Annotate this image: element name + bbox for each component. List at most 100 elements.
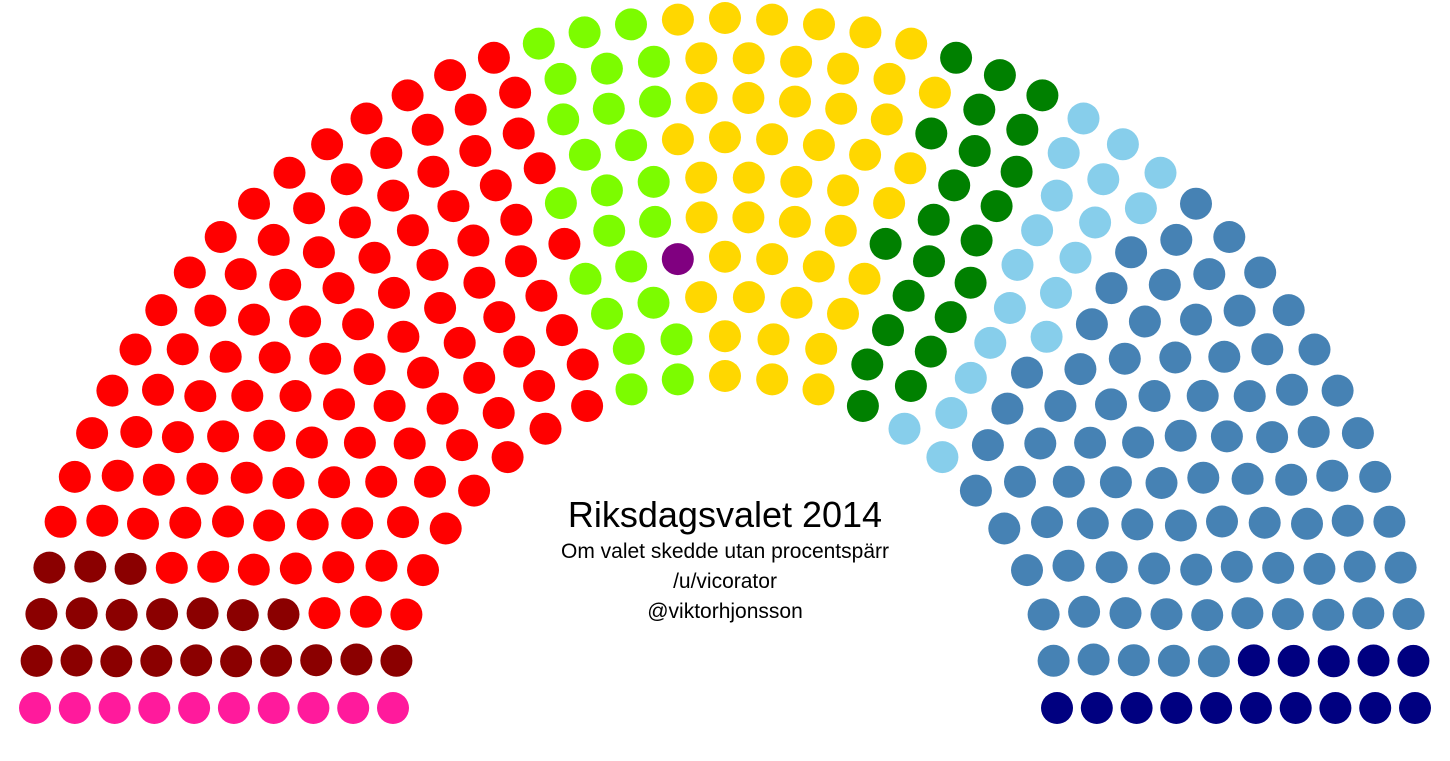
- seat: [237, 553, 270, 586]
- seat: [756, 363, 789, 396]
- seat: [894, 152, 927, 185]
- seat: [309, 342, 342, 375]
- seat: [1006, 113, 1039, 146]
- seat: [1027, 598, 1060, 631]
- seat: [592, 92, 625, 125]
- seat: [224, 258, 257, 291]
- seat: [1150, 598, 1183, 631]
- seat: [1180, 303, 1212, 336]
- seat: [98, 692, 131, 724]
- seat: [1312, 598, 1345, 631]
- seat: [732, 281, 765, 314]
- seat: [1068, 595, 1101, 628]
- annotation: /u/vicorator: [673, 570, 777, 593]
- seat: [257, 223, 290, 256]
- seat: [780, 45, 813, 78]
- seat: [590, 52, 623, 85]
- seat: [709, 320, 741, 353]
- seat: [940, 41, 973, 74]
- seat: [1316, 459, 1349, 492]
- seat: [437, 190, 470, 223]
- seat: [637, 286, 670, 319]
- seat: [19, 692, 51, 724]
- seat: [370, 137, 403, 169]
- seat: [612, 332, 645, 365]
- seat: [76, 417, 109, 450]
- seat: [1109, 597, 1142, 630]
- seat: [253, 419, 286, 452]
- seat: [101, 459, 134, 492]
- seat: [353, 353, 386, 386]
- seat: [417, 155, 450, 188]
- seat: [661, 363, 694, 396]
- seat: [429, 512, 462, 545]
- seat: [1075, 308, 1108, 341]
- seat: [1271, 598, 1304, 631]
- seat: [1026, 79, 1059, 112]
- seat: [615, 8, 647, 41]
- seat: [295, 426, 328, 459]
- seat: [1303, 552, 1336, 585]
- seat: [779, 85, 811, 118]
- seat: [380, 644, 413, 677]
- seat: [1210, 420, 1243, 453]
- seat: [1138, 380, 1171, 412]
- seat: [1124, 192, 1157, 225]
- seat: [396, 214, 429, 247]
- seat: [279, 380, 312, 412]
- seat: [1148, 268, 1181, 301]
- seat: [322, 272, 355, 305]
- seat: [1077, 643, 1110, 676]
- seat: [454, 93, 487, 126]
- seat: [100, 645, 133, 678]
- seat: [1319, 692, 1352, 724]
- seat: [959, 474, 992, 507]
- seat: [500, 203, 533, 236]
- seat: [568, 138, 601, 171]
- seat: [848, 262, 881, 295]
- seat: [407, 356, 439, 389]
- seat: [373, 390, 406, 422]
- seat: [1237, 644, 1270, 677]
- seat: [685, 42, 718, 75]
- seat: [685, 281, 718, 314]
- seat: [1044, 390, 1077, 422]
- seat: [954, 266, 987, 299]
- seat: [1117, 644, 1150, 677]
- seat: [197, 550, 230, 583]
- seat: [1041, 692, 1073, 724]
- seat: [980, 190, 1013, 223]
- seat: [593, 214, 626, 247]
- seat: [913, 245, 945, 278]
- seat: [483, 301, 516, 334]
- seat: [960, 224, 993, 257]
- seat: [1186, 379, 1219, 412]
- seat: [709, 240, 741, 273]
- seat: [1256, 421, 1289, 454]
- seat: [74, 550, 107, 583]
- seat: [86, 504, 119, 537]
- seat: [330, 163, 363, 196]
- seat: [914, 335, 947, 368]
- seat: [1160, 223, 1193, 256]
- seat: [523, 152, 556, 185]
- seat: [872, 314, 904, 347]
- seat: [1040, 179, 1073, 212]
- seat: [637, 165, 670, 198]
- seat: [1040, 276, 1072, 309]
- seat: [58, 460, 91, 493]
- seat: [1191, 599, 1224, 632]
- seat: [1011, 356, 1043, 389]
- seat: [548, 227, 581, 260]
- seat: [1359, 460, 1392, 493]
- seat: [661, 3, 694, 36]
- seat: [155, 551, 188, 584]
- seat: [802, 129, 835, 162]
- seat: [1076, 507, 1109, 540]
- seat: [566, 348, 599, 381]
- seat: [238, 303, 270, 336]
- seat: [349, 595, 382, 628]
- seat: [756, 123, 789, 156]
- seat: [544, 187, 577, 220]
- seat: [289, 305, 322, 338]
